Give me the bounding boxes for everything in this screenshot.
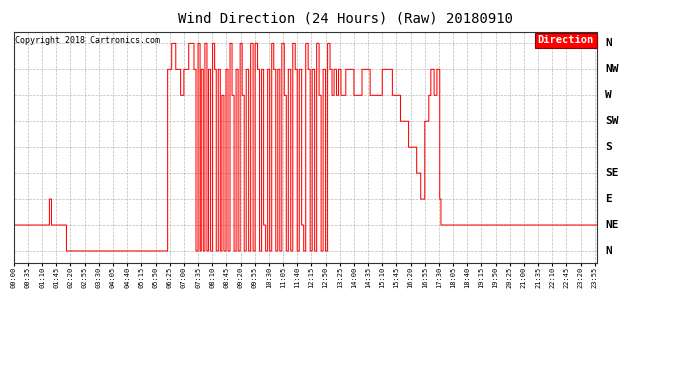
Text: Copyright 2018 Cartronics.com: Copyright 2018 Cartronics.com [15,36,160,45]
Text: SW: SW [605,116,619,126]
Text: Wind Direction (24 Hours) (Raw) 20180910: Wind Direction (24 Hours) (Raw) 20180910 [177,11,513,25]
Text: W: W [605,90,612,100]
Text: NW: NW [605,64,619,74]
Text: Direction: Direction [538,35,594,45]
Text: NE: NE [605,220,619,230]
Text: E: E [605,194,612,204]
Text: S: S [605,142,612,152]
Text: SE: SE [605,168,619,178]
Text: N: N [605,246,612,256]
Text: N: N [605,38,612,48]
